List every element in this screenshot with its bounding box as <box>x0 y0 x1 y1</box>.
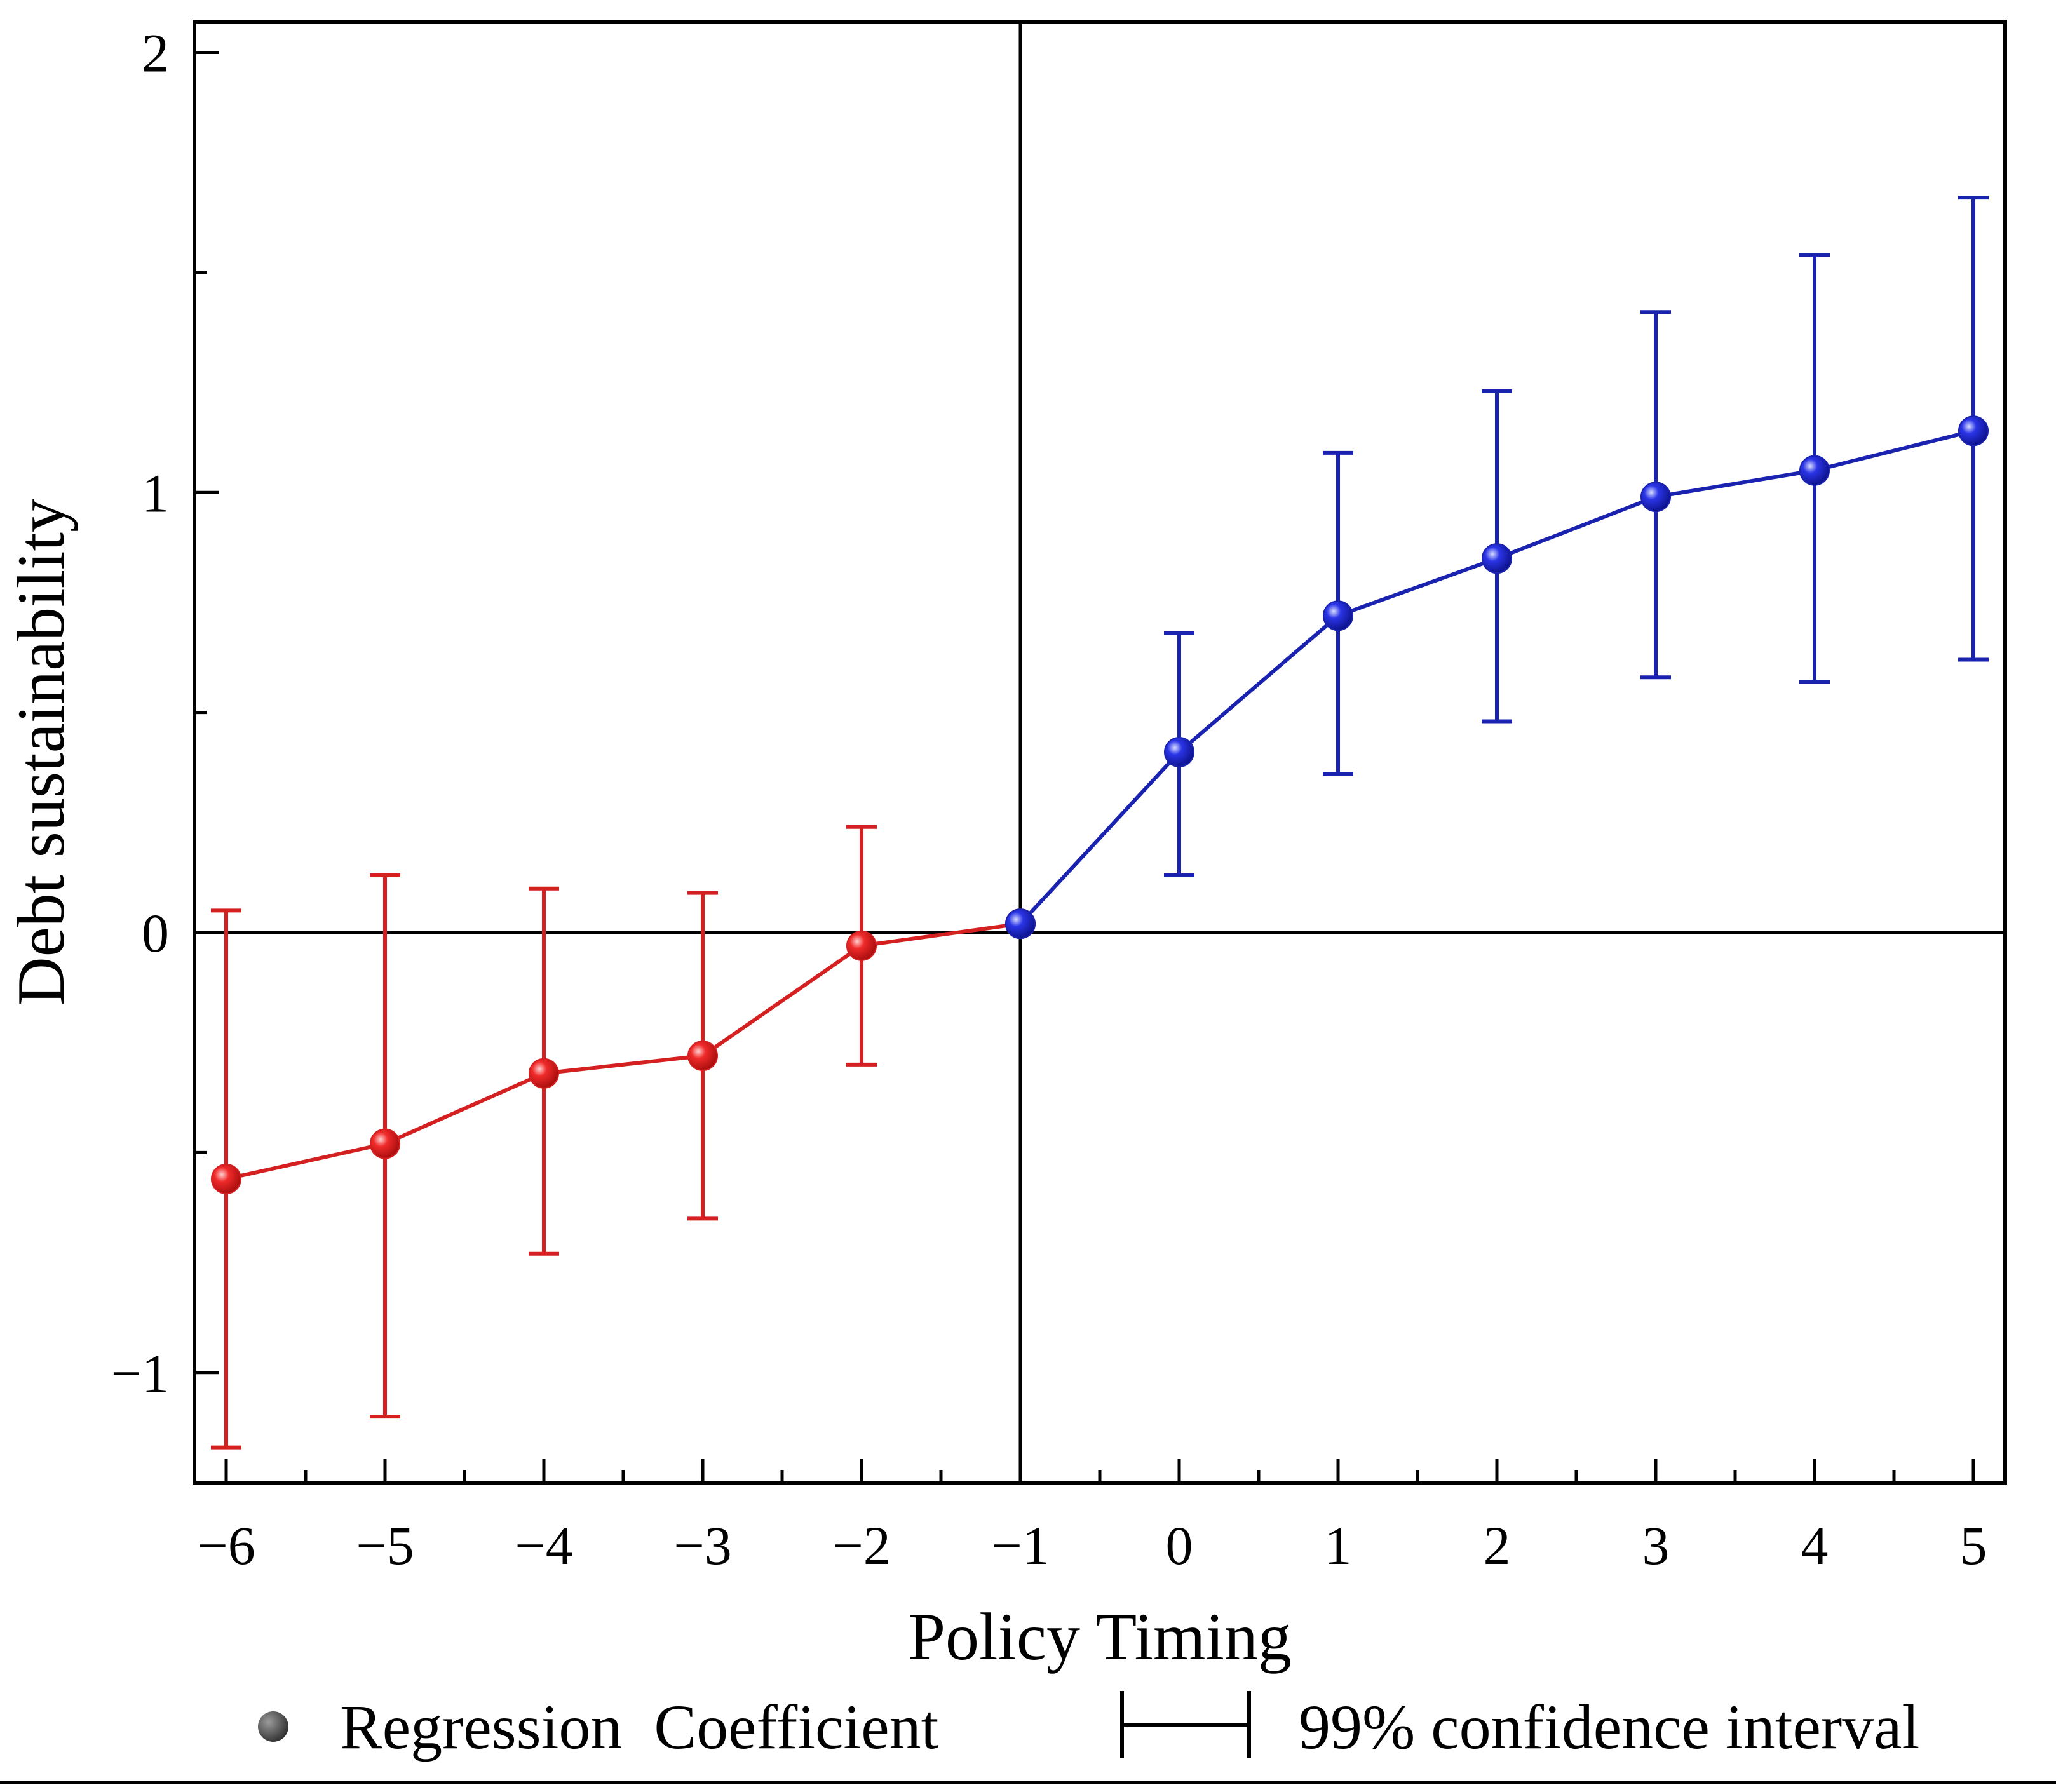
x-tick-label: 5 <box>1960 1515 1987 1576</box>
data-point <box>1799 455 1830 486</box>
x-tick-label: −2 <box>832 1515 891 1576</box>
data-point <box>370 1128 400 1159</box>
reference-lines <box>194 22 2005 1483</box>
data-point <box>1005 908 1036 940</box>
data-point <box>1323 600 1353 631</box>
plot-frame <box>193 20 2007 1485</box>
x-tick-label: −6 <box>197 1515 255 1576</box>
data-point <box>846 930 877 961</box>
x-tick-label: −5 <box>356 1515 414 1576</box>
series-layer <box>211 196 1989 1450</box>
x-axis-title: Policy Timing <box>908 1600 1292 1674</box>
y-tick-label: 0 <box>142 903 169 964</box>
x-tick-label: 3 <box>1642 1515 1670 1576</box>
x-tick-labels: −6 −5 −4 −3 −2 −1 0 1 2 3 4 5 <box>197 1515 1987 1576</box>
data-point <box>1482 543 1512 574</box>
data-point <box>1164 737 1194 767</box>
legend-marker-label: Regression Coefficient <box>340 1692 939 1762</box>
data-point <box>211 1163 241 1194</box>
data-point <box>1640 482 1671 513</box>
data-point <box>687 1041 718 1072</box>
data-point <box>529 1058 559 1089</box>
series-line <box>226 922 1021 1181</box>
axis-ticks <box>194 50 1975 1483</box>
x-tick-label: 0 <box>1166 1515 1193 1576</box>
y-tick-label: 2 <box>142 22 169 83</box>
y-tick-label: −1 <box>111 1343 169 1404</box>
x-tick-label: −4 <box>515 1515 573 1576</box>
series-post-policy <box>1005 196 1989 940</box>
legend: Regression Coefficient 99% confidence in… <box>258 1691 1919 1762</box>
series-pre-policy <box>211 825 1036 1450</box>
x-tick-label: 1 <box>1325 1515 1352 1576</box>
legend-interval-symbol <box>1120 1691 1251 1758</box>
y-tick-labels: −1 0 1 2 <box>111 22 169 1403</box>
legend-interval-label: 99% confidence interval <box>1299 1692 1919 1762</box>
x-tick-label: 4 <box>1801 1515 1829 1576</box>
y-tick-label: 1 <box>142 462 169 523</box>
y-axis-title: Debt sustainability <box>4 499 78 1006</box>
x-tick-label: −1 <box>991 1515 1050 1576</box>
legend-marker <box>258 1711 288 1742</box>
data-point <box>1958 415 1989 447</box>
x-tick-label: −3 <box>673 1515 732 1576</box>
x-tick-label: 2 <box>1484 1515 1511 1576</box>
